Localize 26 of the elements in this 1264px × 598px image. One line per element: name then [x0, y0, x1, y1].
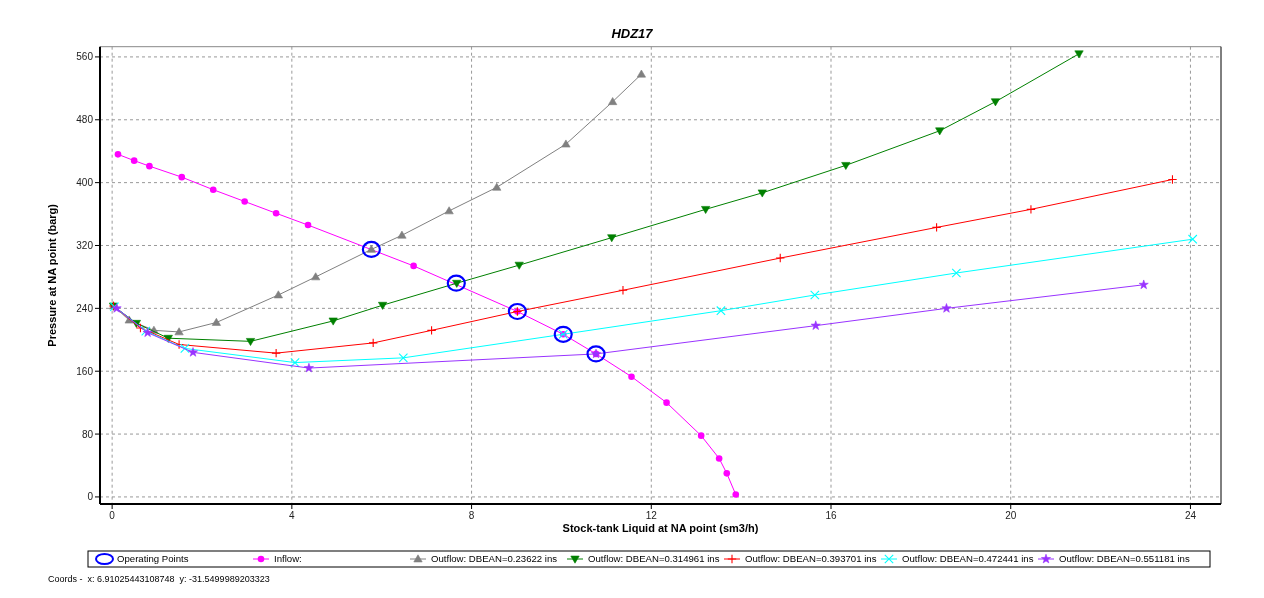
legend-label: Outflow: DBEAN=0.393701 ins: [745, 553, 877, 565]
chart-title: HDZ17: [611, 26, 654, 41]
y-axis-title: Pressure at NA point (barg): [46, 203, 58, 347]
x-tick-label: 24: [1184, 510, 1197, 521]
y-tick-label: 320: [76, 239, 94, 251]
x-axis-title: Stock-tank Liquid at NA point (sm3/h): [562, 522, 759, 534]
x-tick-label: 12: [645, 510, 658, 521]
legend-label: Outflow: DBEAN=0.23622 ins: [431, 553, 558, 565]
y-tick-label: 560: [76, 51, 94, 63]
y-tick-label: 0: [87, 491, 94, 503]
legend-label: Operating Points: [117, 553, 189, 565]
legend-label: Outflow: DBEAN=0.551181 ins: [1059, 553, 1190, 565]
y-tick-label: 480: [76, 114, 94, 126]
x-tick-label: 0: [109, 510, 116, 521]
legend-label: Outflow: DBEAN=0.314961 ins: [588, 553, 720, 565]
x-tick-label: 4: [289, 510, 296, 521]
legend-label: Outflow: DBEAN=0.472441 ins: [902, 553, 1034, 565]
x-tick-label: 8: [468, 510, 475, 521]
x-tick-label: 20: [1005, 510, 1017, 521]
y-tick-label: 160: [76, 365, 94, 377]
y-tick-label: 240: [76, 302, 94, 314]
y-tick-label: 400: [76, 177, 94, 189]
legend-label: Inflow:: [274, 553, 302, 565]
text: Coords - x: 6.91025443108748 y: -31.5499989203323: [48, 574, 270, 584]
x-tick-label: 16: [825, 510, 838, 521]
y-tick-label: 80: [81, 428, 94, 440]
